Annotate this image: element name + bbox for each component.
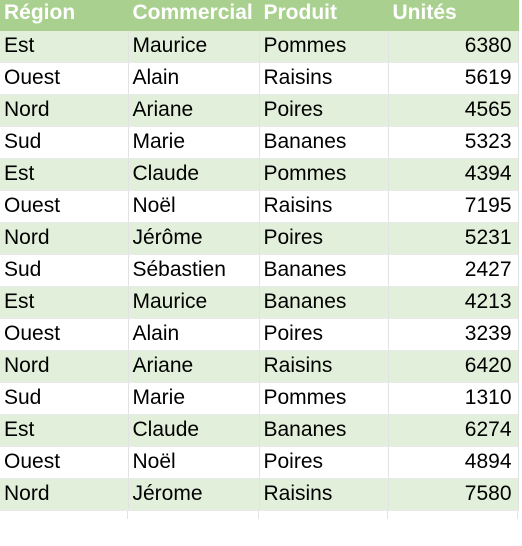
header-cell-region[interactable]: Région <box>0 0 128 30</box>
header-cell-unites[interactable]: Unités <box>388 0 518 30</box>
cell-produit[interactable]: Bananes <box>259 126 388 158</box>
table-row: Nord Jérôme Poires 5231 <box>0 222 518 254</box>
cell-unites[interactable]: 7195 <box>388 190 518 222</box>
cell-commercial[interactable]: Marie <box>128 382 259 414</box>
header-row: Région Commercial Produit Unités <box>0 0 518 30</box>
table-row: Ouest Noël Poires 4894 <box>0 446 518 478</box>
cell-produit[interactable]: Poires <box>259 94 388 126</box>
cell-produit[interactable]: Raisins <box>259 350 388 382</box>
cell-unites[interactable]: 5323 <box>388 126 518 158</box>
cell-commercial[interactable]: Noël <box>128 446 259 478</box>
gridline <box>127 511 128 519</box>
cell-commercial[interactable]: Maurice <box>128 30 259 62</box>
table-row: Nord Ariane Poires 4565 <box>0 94 518 126</box>
cell-commercial[interactable]: Maurice <box>128 286 259 318</box>
cell-unites[interactable]: 3239 <box>388 318 518 350</box>
cell-region[interactable]: Nord <box>0 478 128 510</box>
cell-region[interactable]: Nord <box>0 350 128 382</box>
cell-unites[interactable]: 4894 <box>388 446 518 478</box>
cell-region[interactable]: Est <box>0 286 128 318</box>
cell-produit[interactable]: Pommes <box>259 382 388 414</box>
cell-commercial[interactable]: Claude <box>128 414 259 446</box>
gridline-tail <box>0 511 518 519</box>
cell-commercial[interactable]: Ariane <box>128 94 259 126</box>
table-row: Est Maurice Bananes 4213 <box>0 286 518 318</box>
cell-region[interactable]: Ouest <box>0 62 128 94</box>
cell-commercial[interactable]: Alain <box>128 318 259 350</box>
cell-produit[interactable]: Poires <box>259 222 388 254</box>
cell-unites[interactable]: 1310 <box>388 382 518 414</box>
cell-region[interactable]: Est <box>0 158 128 190</box>
table-row: Est Claude Bananes 6274 <box>0 414 518 446</box>
table-row: Sud Marie Pommes 1310 <box>0 382 518 414</box>
cell-produit[interactable]: Pommes <box>259 30 388 62</box>
header-cell-produit[interactable]: Produit <box>259 0 388 30</box>
cell-unites[interactable]: 4394 <box>388 158 518 190</box>
gridline <box>258 511 259 519</box>
table-row: Ouest Alain Raisins 5619 <box>0 62 518 94</box>
cell-region[interactable]: Nord <box>0 222 128 254</box>
cell-region[interactable]: Sud <box>0 126 128 158</box>
table-row: Ouest Noël Raisins 7195 <box>0 190 518 222</box>
cell-region[interactable]: Sud <box>0 254 128 286</box>
gridline <box>517 511 518 519</box>
cell-region[interactable]: Ouest <box>0 318 128 350</box>
table-row: Sud Sébastien Bananes 2427 <box>0 254 518 286</box>
cell-unites[interactable]: 4213 <box>388 286 518 318</box>
table-row: Est Maurice Pommes 6380 <box>0 30 518 62</box>
cell-commercial[interactable]: Sébastien <box>128 254 259 286</box>
cell-unites[interactable]: 2427 <box>388 254 518 286</box>
cell-produit[interactable]: Raisins <box>259 478 388 510</box>
cell-produit[interactable]: Pommes <box>259 158 388 190</box>
cell-unites[interactable]: 6274 <box>388 414 518 446</box>
cell-unites[interactable]: 5619 <box>388 62 518 94</box>
sales-table: Région Commercial Produit Unités Est Mau… <box>0 0 519 511</box>
table-row: Nord Ariane Raisins 6420 <box>0 350 518 382</box>
cell-commercial[interactable]: Jérome <box>128 478 259 510</box>
cell-produit[interactable]: Raisins <box>259 190 388 222</box>
cell-unites[interactable]: 6380 <box>388 30 518 62</box>
cell-commercial[interactable]: Claude <box>128 158 259 190</box>
cell-unites[interactable]: 6420 <box>388 350 518 382</box>
cell-unites[interactable]: 7580 <box>388 478 518 510</box>
cell-region[interactable]: Sud <box>0 382 128 414</box>
cell-unites[interactable]: 5231 <box>388 222 518 254</box>
cell-region[interactable]: Ouest <box>0 446 128 478</box>
cell-unites[interactable]: 4565 <box>388 94 518 126</box>
table-row: Sud Marie Bananes 5323 <box>0 126 518 158</box>
cell-produit[interactable]: Poires <box>259 446 388 478</box>
cell-produit[interactable]: Bananes <box>259 414 388 446</box>
cell-produit[interactable]: Bananes <box>259 286 388 318</box>
cell-commercial[interactable]: Alain <box>128 62 259 94</box>
cell-commercial[interactable]: Marie <box>128 126 259 158</box>
table-row: Est Claude Pommes 4394 <box>0 158 518 190</box>
cell-commercial[interactable]: Ariane <box>128 350 259 382</box>
cell-region[interactable]: Est <box>0 30 128 62</box>
cell-produit[interactable]: Bananes <box>259 254 388 286</box>
cell-produit[interactable]: Raisins <box>259 62 388 94</box>
header-cell-commercial[interactable]: Commercial <box>128 0 259 30</box>
cell-commercial[interactable]: Jérôme <box>128 222 259 254</box>
cell-commercial[interactable]: Noël <box>128 190 259 222</box>
cell-region[interactable]: Est <box>0 414 128 446</box>
cell-produit[interactable]: Poires <box>259 318 388 350</box>
cell-region[interactable]: Nord <box>0 94 128 126</box>
table-row: Ouest Alain Poires 3239 <box>0 318 518 350</box>
cell-region[interactable]: Ouest <box>0 190 128 222</box>
gridline <box>387 511 388 519</box>
table-row: Nord Jérome Raisins 7580 <box>0 478 518 510</box>
